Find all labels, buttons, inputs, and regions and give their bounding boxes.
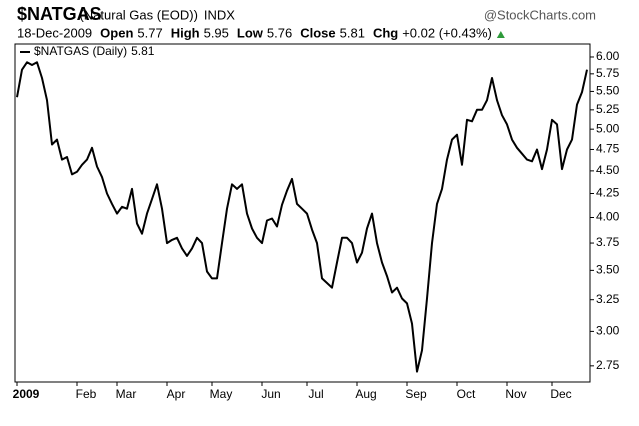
quote-label: Low [237, 25, 264, 40]
date: 18-Dec-2009 [17, 25, 92, 40]
quote-value: 5.76 [267, 25, 292, 40]
quote-value: 5.95 [204, 25, 229, 40]
y-tick-label: 3.50 [596, 263, 620, 277]
x-tick-label: Nov [505, 387, 526, 401]
change-label: Chg [373, 25, 398, 40]
x-tick-label: Feb [76, 387, 97, 401]
y-tick-label: 3.25 [596, 292, 620, 306]
y-tick-label: 3.75 [596, 235, 620, 249]
symbol: $NATGAS [17, 4, 102, 24]
y-tick-label: 4.25 [596, 186, 620, 200]
y-tick-label: 5.50 [596, 84, 620, 98]
price-line [16, 61, 588, 373]
change-value: +0.02 (+0.43%) [402, 25, 492, 40]
source: @StockCharts.com [484, 7, 596, 22]
change-arrow [496, 31, 505, 38]
y-tick-label: 6.00 [596, 49, 620, 63]
quote-value: 5.81 [340, 25, 365, 40]
x-tick-label: Apr [167, 387, 186, 401]
quote-label: High [171, 25, 200, 40]
y-tick-label: 5.00 [596, 121, 620, 135]
y-tick-label: 4.50 [596, 163, 620, 177]
y-tick-label: 5.75 [596, 66, 620, 80]
x-tick-label: May [210, 387, 233, 401]
quote-label: Open [100, 25, 133, 40]
y-tick-label: 5.25 [596, 102, 620, 116]
legend-label: $NATGAS (Daily) [34, 44, 127, 58]
y-tick-label: 4.75 [596, 142, 620, 156]
quote-value: 5.77 [137, 25, 162, 40]
y-tick-label: 4.00 [596, 210, 620, 224]
quote-label: Close [300, 25, 335, 40]
description: (Natural Gas (EOD)) [79, 7, 197, 22]
exchange: INDX [204, 7, 235, 22]
y-tick-label: 2.75 [596, 358, 620, 372]
plot-frame [14, 43, 591, 383]
x-tick-label: Dec [550, 387, 571, 401]
x-tick-label: Aug [355, 387, 376, 401]
x-tick-label: Jul [308, 387, 323, 401]
legend-value: 5.81 [131, 44, 155, 58]
x-tick-label: Jun [261, 387, 280, 401]
x-tick-label: Mar [116, 387, 137, 401]
x-tick-label: Oct [457, 387, 476, 401]
x-tick-label: Sep [405, 387, 427, 401]
y-tick-label: 3.00 [596, 324, 620, 338]
x-tick-label: 2009 [13, 387, 40, 401]
